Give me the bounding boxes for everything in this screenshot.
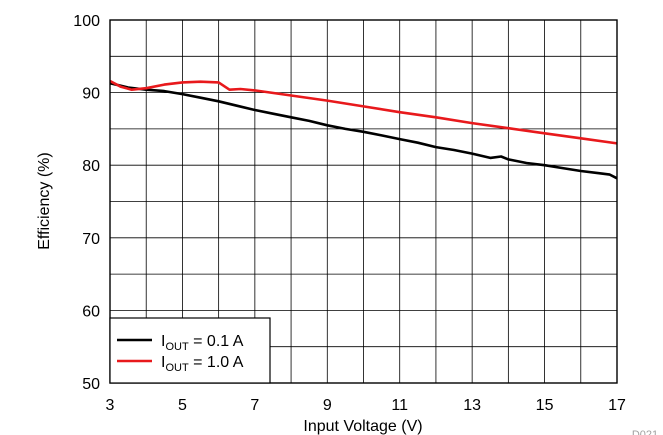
y-tick-label: 90 <box>82 86 100 103</box>
series-lines <box>109 79 618 180</box>
y-tick-labels: 50 60 70 80 90 100 <box>73 13 100 393</box>
legend-label-2: IOUT = 1.0 A <box>161 354 244 374</box>
x-tick-label: 5 <box>178 397 187 414</box>
x-tick-label: 7 <box>250 397 259 414</box>
legend-box <box>109 317 271 384</box>
x-axis-label: Input Voltage (V) <box>303 418 422 435</box>
y-tick-label: 50 <box>82 376 100 393</box>
y-tick-label: 70 <box>82 231 100 248</box>
x-tick-label: 17 <box>608 397 626 414</box>
x-tick-label: 13 <box>463 397 481 414</box>
y-tick-label: 60 <box>82 303 100 320</box>
x-tick-label: 9 <box>323 397 332 414</box>
legend-label-1: IOUT = 0.1 A <box>161 333 244 353</box>
y-tick-label: 80 <box>82 158 100 175</box>
x-tick-label: 15 <box>536 397 554 414</box>
x-tick-label: 3 <box>106 397 115 414</box>
x-tick-labels: 3 5 7 9 11 13 15 17 <box>106 397 626 414</box>
series-line-1 <box>109 81 618 180</box>
figure-id: D021 <box>632 429 658 435</box>
grid-lines <box>110 20 617 383</box>
plot-frame <box>109 19 618 384</box>
y-axis-label: Efficiency (%) <box>36 152 53 250</box>
y-tick-label: 100 <box>73 13 100 30</box>
series-line-2 <box>109 79 618 145</box>
x-tick-label: 11 <box>391 397 408 414</box>
